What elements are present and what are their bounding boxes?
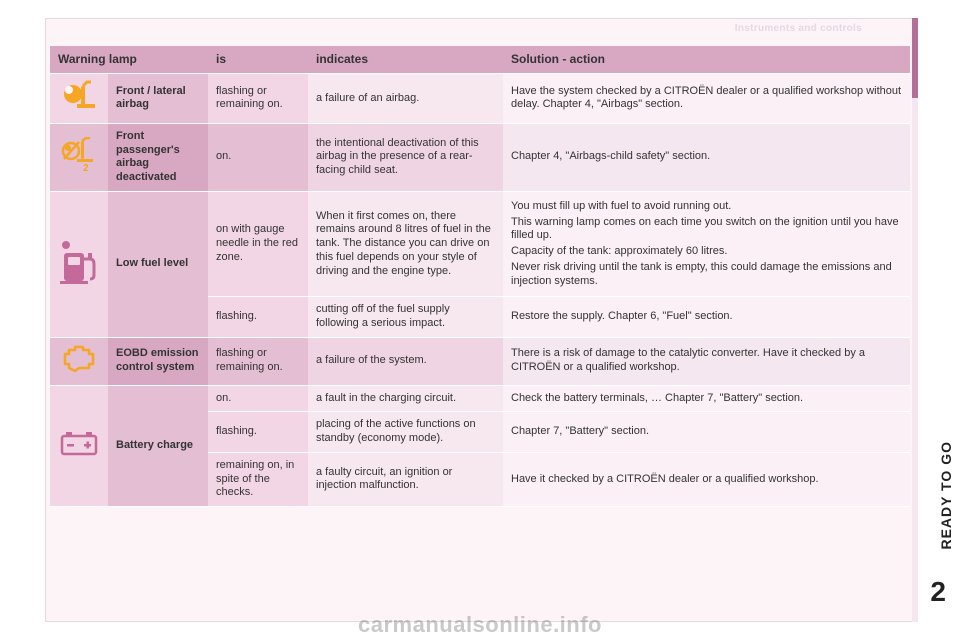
lamp-is: flashing. — [208, 297, 308, 338]
table-row: Battery charge on. a fault in the chargi… — [50, 385, 910, 412]
lamp-indicates: a failure of an airbag. — [308, 74, 503, 124]
table-row: 2 Front passenger's airbag deactivated o… — [50, 123, 910, 191]
lamp-name: Low fuel level — [108, 191, 208, 337]
table-header-row: Warning lamp is indicates Solution - act… — [50, 46, 910, 74]
col-indicates: indicates — [308, 46, 503, 74]
lamp-is: flashing or remaining on. — [208, 74, 308, 124]
lamp-solution: There is a risk of damage to the catalyt… — [503, 337, 910, 385]
icon-cell — [50, 74, 108, 124]
lamp-is: flashing. — [208, 412, 308, 453]
solution-line: This warning lamp comes on each time you… — [511, 216, 902, 244]
lamp-indicates: the intentional deactivation of this air… — [308, 123, 503, 191]
lamp-indicates: a fault in the charging circuit. — [308, 385, 503, 412]
svg-text:2: 2 — [83, 163, 89, 173]
lamp-name: Battery charge — [108, 385, 208, 507]
table-row: Low fuel level on with gauge needle in t… — [50, 191, 910, 297]
section-heading: Instruments and controls — [735, 23, 862, 34]
lamp-name: Front passenger's airbag deactivated — [108, 123, 208, 191]
lamp-name: EOBD emission control system — [108, 337, 208, 385]
lamp-name: Front / lateral airbag — [108, 74, 208, 124]
warning-lamp-table: Warning lamp is indicates Solution - act… — [50, 46, 910, 507]
solution-line: Never risk driving until the tank is emp… — [511, 261, 902, 289]
solution-line: Capacity of the tank: approximately 60 l… — [511, 245, 902, 259]
icon-cell — [50, 385, 108, 507]
table-row: Front / lateral airbag flashing or remai… — [50, 74, 910, 124]
lamp-indicates: a faulty circuit, an ignition or injecti… — [308, 452, 503, 506]
col-solution: Solution - action — [503, 46, 910, 74]
lamp-is: on. — [208, 123, 308, 191]
ready-to-go-label: READY TO GO — [938, 441, 954, 550]
accent-bar — [912, 18, 918, 98]
engine-icon — [59, 344, 99, 374]
airbag-off-icon: 2 — [59, 137, 99, 173]
lamp-solution: Have it checked by a CITROËN dealer or a… — [503, 452, 910, 506]
lamp-is: on. — [208, 385, 308, 412]
col-warning-lamp: Warning lamp — [50, 46, 208, 74]
battery-icon — [58, 428, 100, 458]
chapter-number: 2 — [930, 576, 946, 608]
lamp-solution: Chapter 4, "Airbags-child safety" sectio… — [503, 123, 910, 191]
icon-cell — [50, 337, 108, 385]
lamp-indicates: When it first comes on, there remains ar… — [308, 191, 503, 297]
lamp-indicates: cutting off of the fuel supply following… — [308, 297, 503, 338]
lamp-solution: Check the battery terminals, … Chapter 7… — [503, 385, 910, 412]
icon-cell — [50, 191, 108, 337]
solution-line: You must fill up with fuel to avoid runn… — [511, 200, 902, 214]
lamp-indicates: placing of the active functions on stand… — [308, 412, 503, 453]
watermark: carmanualsonline.info — [358, 612, 602, 638]
lamp-indicates: a failure of the system. — [308, 337, 503, 385]
lamp-solution: You must fill up with fuel to avoid runn… — [503, 191, 910, 297]
airbag-icon — [59, 80, 99, 112]
accent-bar-light — [912, 98, 918, 622]
lamp-is: remaining on, in spite of the checks. — [208, 452, 308, 506]
col-is: is — [208, 46, 308, 74]
lamp-solution: Restore the supply. Chapter 6, "Fuel" se… — [503, 297, 910, 338]
sidebar: READY TO GO 2 — [928, 100, 956, 620]
fuel-icon — [58, 239, 100, 285]
lamp-solution: Have the system checked by a CITROËN dea… — [503, 74, 910, 124]
lamp-solution: Chapter 7, "Battery" section. — [503, 412, 910, 453]
icon-cell: 2 — [50, 123, 108, 191]
table-row: EOBD emission control system flashing or… — [50, 337, 910, 385]
lamp-is: flashing or remaining on. — [208, 337, 308, 385]
lamp-is: on with gauge needle in the red zone. — [208, 191, 308, 297]
